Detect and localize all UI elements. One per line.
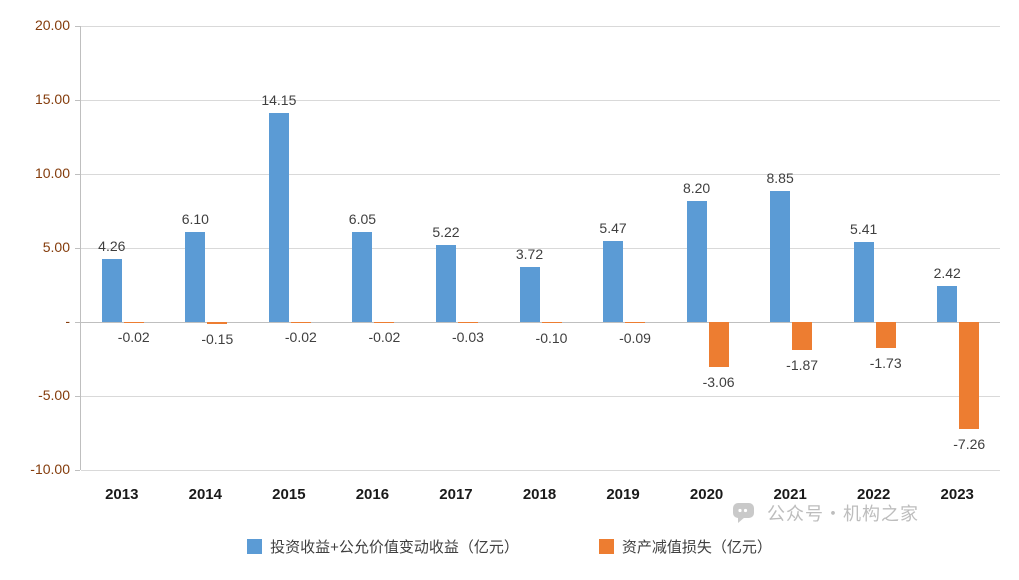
zero-axis-line bbox=[81, 321, 1000, 323]
data-label: -0.02 bbox=[117, 329, 150, 346]
data-label: 8.20 bbox=[682, 179, 711, 196]
bar-2013-series0 bbox=[101, 258, 122, 322]
bar-2017-series0 bbox=[435, 244, 456, 322]
watermark-text: 公众号・机构之家 bbox=[767, 504, 919, 524]
x-axis-label: 2017 bbox=[439, 486, 473, 503]
y-tick-mark bbox=[75, 396, 80, 397]
y-tick-label: -10.00 bbox=[30, 461, 70, 477]
bar-2015-series0 bbox=[268, 112, 289, 322]
data-label: 4.26 bbox=[98, 237, 126, 254]
bar-2022-series1 bbox=[875, 321, 896, 348]
legend-swatch-blue bbox=[247, 539, 263, 554]
data-label: -7.26 bbox=[953, 436, 986, 453]
data-label: 2.42 bbox=[933, 265, 961, 282]
chat-bubble-icon bbox=[732, 502, 758, 525]
x-axis-label: 2021 bbox=[773, 486, 807, 503]
y-tick-mark bbox=[75, 470, 80, 471]
y-tick-label: - bbox=[65, 312, 70, 329]
x-axis-label: 2020 bbox=[689, 486, 724, 503]
bar-2014-series0 bbox=[185, 231, 206, 322]
data-label: 8.85 bbox=[766, 170, 794, 187]
x-axis-label: 2015 bbox=[272, 486, 306, 503]
bar-2020-series1 bbox=[708, 321, 729, 368]
data-label: 3.72 bbox=[515, 245, 544, 262]
x-axis-label: 2023 bbox=[940, 486, 974, 503]
data-label: -0.15 bbox=[201, 331, 234, 348]
gridline bbox=[81, 396, 1000, 397]
legend-label: 资产减值损失（亿元） bbox=[621, 539, 772, 556]
bar-2023-series0 bbox=[937, 286, 958, 322]
data-label: 5.47 bbox=[599, 220, 627, 237]
bar-2021-series1 bbox=[792, 321, 813, 350]
data-label: -1.73 bbox=[869, 354, 902, 371]
y-tick-label: 5.00 bbox=[42, 239, 70, 255]
bar-2020-series0 bbox=[686, 200, 707, 322]
bar-2022-series0 bbox=[853, 241, 874, 322]
y-tick-mark bbox=[75, 321, 80, 323]
bar-2021-series0 bbox=[770, 191, 791, 322]
watermark: 公众号・机构之家 bbox=[732, 500, 919, 526]
legend: 投资收益+公允价值变动收益（亿元） 资产减值损失（亿元） bbox=[0, 536, 1019, 557]
gridline bbox=[81, 99, 1000, 101]
bar-2023-series1 bbox=[959, 321, 980, 430]
data-label: -1.87 bbox=[786, 356, 819, 373]
y-tick-label: -5.00 bbox=[38, 387, 70, 403]
x-axis: 2013 2014 2015 2016 2017 2018 2019 2020 2021 2022… bbox=[80, 486, 999, 510]
data-label: -0.10 bbox=[535, 330, 568, 347]
y-tick-mark bbox=[75, 99, 80, 101]
gridline bbox=[81, 26, 1000, 27]
bar-2019-series1 bbox=[625, 321, 646, 324]
bar-2018-series1 bbox=[541, 321, 562, 324]
legend-swatch-orange bbox=[598, 539, 614, 554]
plot-area: 4.26 6.10 14.15 6.05 5.22 3.72 5.47 8.20 8.85 5.4… bbox=[80, 26, 1000, 471]
legend-item: 投资收益+公允价值变动收益（亿元） bbox=[247, 536, 519, 557]
data-label: -0.09 bbox=[619, 330, 651, 347]
x-axis-label: 2018 bbox=[522, 486, 557, 503]
x-axis-label: 2022 bbox=[856, 486, 891, 503]
x-axis-label: 2016 bbox=[355, 486, 390, 503]
gridline bbox=[81, 248, 1000, 249]
y-tick-mark bbox=[75, 248, 80, 249]
bar-2014-series1 bbox=[207, 321, 228, 325]
data-label: 14.15 bbox=[261, 91, 297, 108]
legend-item: 资产减值损失（亿元） bbox=[598, 536, 772, 557]
data-label: -0.02 bbox=[368, 329, 401, 346]
x-axis-label: 2014 bbox=[188, 486, 222, 503]
gridline bbox=[81, 470, 1000, 471]
x-axis-label: 2013 bbox=[105, 486, 139, 503]
y-tick-label: 15.00 bbox=[34, 90, 70, 107]
y-axis: 20.00 15.00 10.00 5.00 - -5.00 -10.00 bbox=[0, 17, 80, 477]
data-label: 6.05 bbox=[348, 211, 377, 228]
data-label: -3.06 bbox=[702, 374, 735, 391]
legend-label: 投资收益+公允价值变动收益（亿元） bbox=[270, 539, 519, 556]
data-label: 5.22 bbox=[432, 223, 460, 240]
y-tick-mark bbox=[75, 173, 80, 175]
bar-2016-series0 bbox=[352, 232, 373, 322]
bar-2019-series0 bbox=[603, 241, 624, 322]
y-tick-label: 10.00 bbox=[34, 164, 70, 181]
x-axis-label: 2019 bbox=[606, 486, 640, 503]
gridline bbox=[81, 173, 1000, 175]
y-tick-mark bbox=[75, 26, 80, 27]
data-label: 6.10 bbox=[181, 210, 209, 227]
y-tick-label: 20.00 bbox=[34, 17, 70, 33]
data-label: -0.03 bbox=[451, 329, 484, 346]
bar-2018-series0 bbox=[519, 266, 540, 322]
data-label: 5.41 bbox=[850, 220, 878, 237]
data-label: -0.02 bbox=[284, 329, 317, 346]
